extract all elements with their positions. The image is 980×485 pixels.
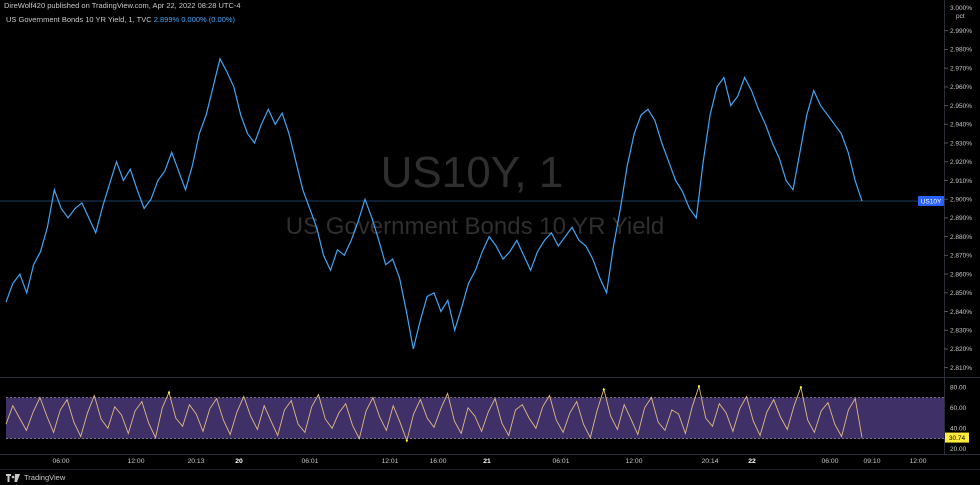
rsi-axis-tick-label: 40.00 bbox=[950, 426, 967, 433]
rsi-extreme-point bbox=[602, 388, 605, 391]
legend-change: 0.000% (0.00%) bbox=[181, 15, 236, 24]
time-axis[interactable]: 06:00 12:00 20:13 20 06:01 12:01 16:00 21 06:01 1… bbox=[52, 458, 926, 465]
time-axis-label: 20 bbox=[235, 458, 243, 465]
price-axis-tick-label: 2.820% bbox=[950, 346, 972, 353]
time-axis-label: 06:00 bbox=[52, 458, 69, 465]
price-axis-tick-label: 2.940% bbox=[950, 122, 972, 129]
rsi-series-line[interactable] bbox=[5, 384, 863, 443]
rsi-band-background bbox=[6, 397, 944, 439]
last-price-badge-label: US10Y bbox=[921, 198, 942, 205]
rsi-axis[interactable]: 80.00 60.00 40.00 20.00 bbox=[950, 385, 967, 454]
rsi-last-badge-label: 30.74 bbox=[949, 435, 966, 442]
time-axis-label: 12:00 bbox=[127, 458, 144, 465]
time-axis-label: 12:00 bbox=[625, 458, 642, 465]
time-axis-label: 21 bbox=[483, 458, 491, 465]
price-axis-tick-label: 2.810% bbox=[950, 365, 972, 372]
rsi-axis-tick-label: 20.00 bbox=[950, 446, 967, 453]
price-axis-unit: pct bbox=[956, 13, 965, 20]
main-pane[interactable] bbox=[0, 0, 944, 377]
time-axis-label: 12:01 bbox=[381, 458, 398, 465]
time-axis-label: 20:14 bbox=[701, 458, 718, 465]
time-axis-label: 06:01 bbox=[301, 458, 318, 465]
price-axis-tick-label: 2.830% bbox=[950, 328, 972, 335]
watermark-name: US Government Bonds 10 YR Yield bbox=[286, 213, 664, 240]
rsi-extreme-point bbox=[697, 385, 701, 388]
price-axis-tick-label: 2.840% bbox=[950, 309, 972, 316]
price-axis-tick-label: 2.930% bbox=[950, 140, 972, 147]
legend-last-value: 2.899% bbox=[153, 15, 180, 24]
series-legend[interactable]: US Government Bonds 10 YR Yield, 1, TVC … bbox=[6, 14, 235, 26]
rsi-axis-tick-label: 60.00 bbox=[950, 405, 967, 412]
publish-header: DireWolf420 published on TradingView.com… bbox=[4, 1, 241, 10]
price-axis-tick-label: 2.850% bbox=[950, 290, 972, 297]
price-axis-tick-label: 2.960% bbox=[950, 84, 972, 91]
time-axis-label: 16:00 bbox=[429, 458, 446, 465]
watermark-ticker: US10Y, 1 bbox=[381, 148, 564, 197]
price-axis-tick-label: 2.980% bbox=[950, 47, 972, 54]
price-axis-tick-label: 2.990% bbox=[950, 28, 972, 35]
rsi-axis-tick-label: 80.00 bbox=[950, 385, 967, 392]
footer-brand: TradingView bbox=[24, 473, 66, 482]
rsi-extreme-point bbox=[799, 386, 802, 389]
price-series-line[interactable] bbox=[5, 57, 863, 350]
time-axis-label: 06:00 bbox=[821, 458, 838, 465]
price-axis-tick-label: 2.970% bbox=[950, 65, 972, 72]
tradingview-logo-icon bbox=[6, 473, 20, 482]
footer: TradingView bbox=[0, 469, 980, 485]
rsi-last-badge: 30.74 bbox=[945, 432, 969, 443]
price-axis-top-label: 3.000% bbox=[950, 5, 972, 12]
last-price-badge: US10Y bbox=[918, 196, 944, 207]
price-axis-tick-label: 2.880% bbox=[950, 234, 972, 241]
price-axis-tick-label: 2.900% bbox=[950, 196, 972, 203]
time-axis-label: 09:10 bbox=[863, 458, 880, 465]
legend-symbol: US Government Bonds 10 YR Yield, 1, TVC bbox=[6, 15, 152, 24]
rsi-extreme-point bbox=[167, 391, 171, 394]
price-axis-tick-label: 2.920% bbox=[950, 159, 972, 166]
price-axis[interactable]: 3.000% pct 2.990% 2.980% 2.970% 2.960% 2.950… bbox=[944, 5, 972, 372]
time-axis-label: 12:00 bbox=[909, 458, 926, 465]
price-axis-tick-label: 2.910% bbox=[950, 178, 972, 185]
price-axis-tick-label: 2.860% bbox=[950, 271, 972, 278]
rsi-extreme-point bbox=[405, 439, 408, 442]
time-axis-label: 20:13 bbox=[187, 458, 204, 465]
time-axis-label: 22 bbox=[748, 458, 756, 465]
price-axis-tick-label: 2.950% bbox=[950, 103, 972, 110]
price-axis-tick-label: 2.890% bbox=[950, 215, 972, 222]
time-axis-label: 06:01 bbox=[552, 458, 569, 465]
price-axis-tick-label: 2.870% bbox=[950, 253, 972, 260]
